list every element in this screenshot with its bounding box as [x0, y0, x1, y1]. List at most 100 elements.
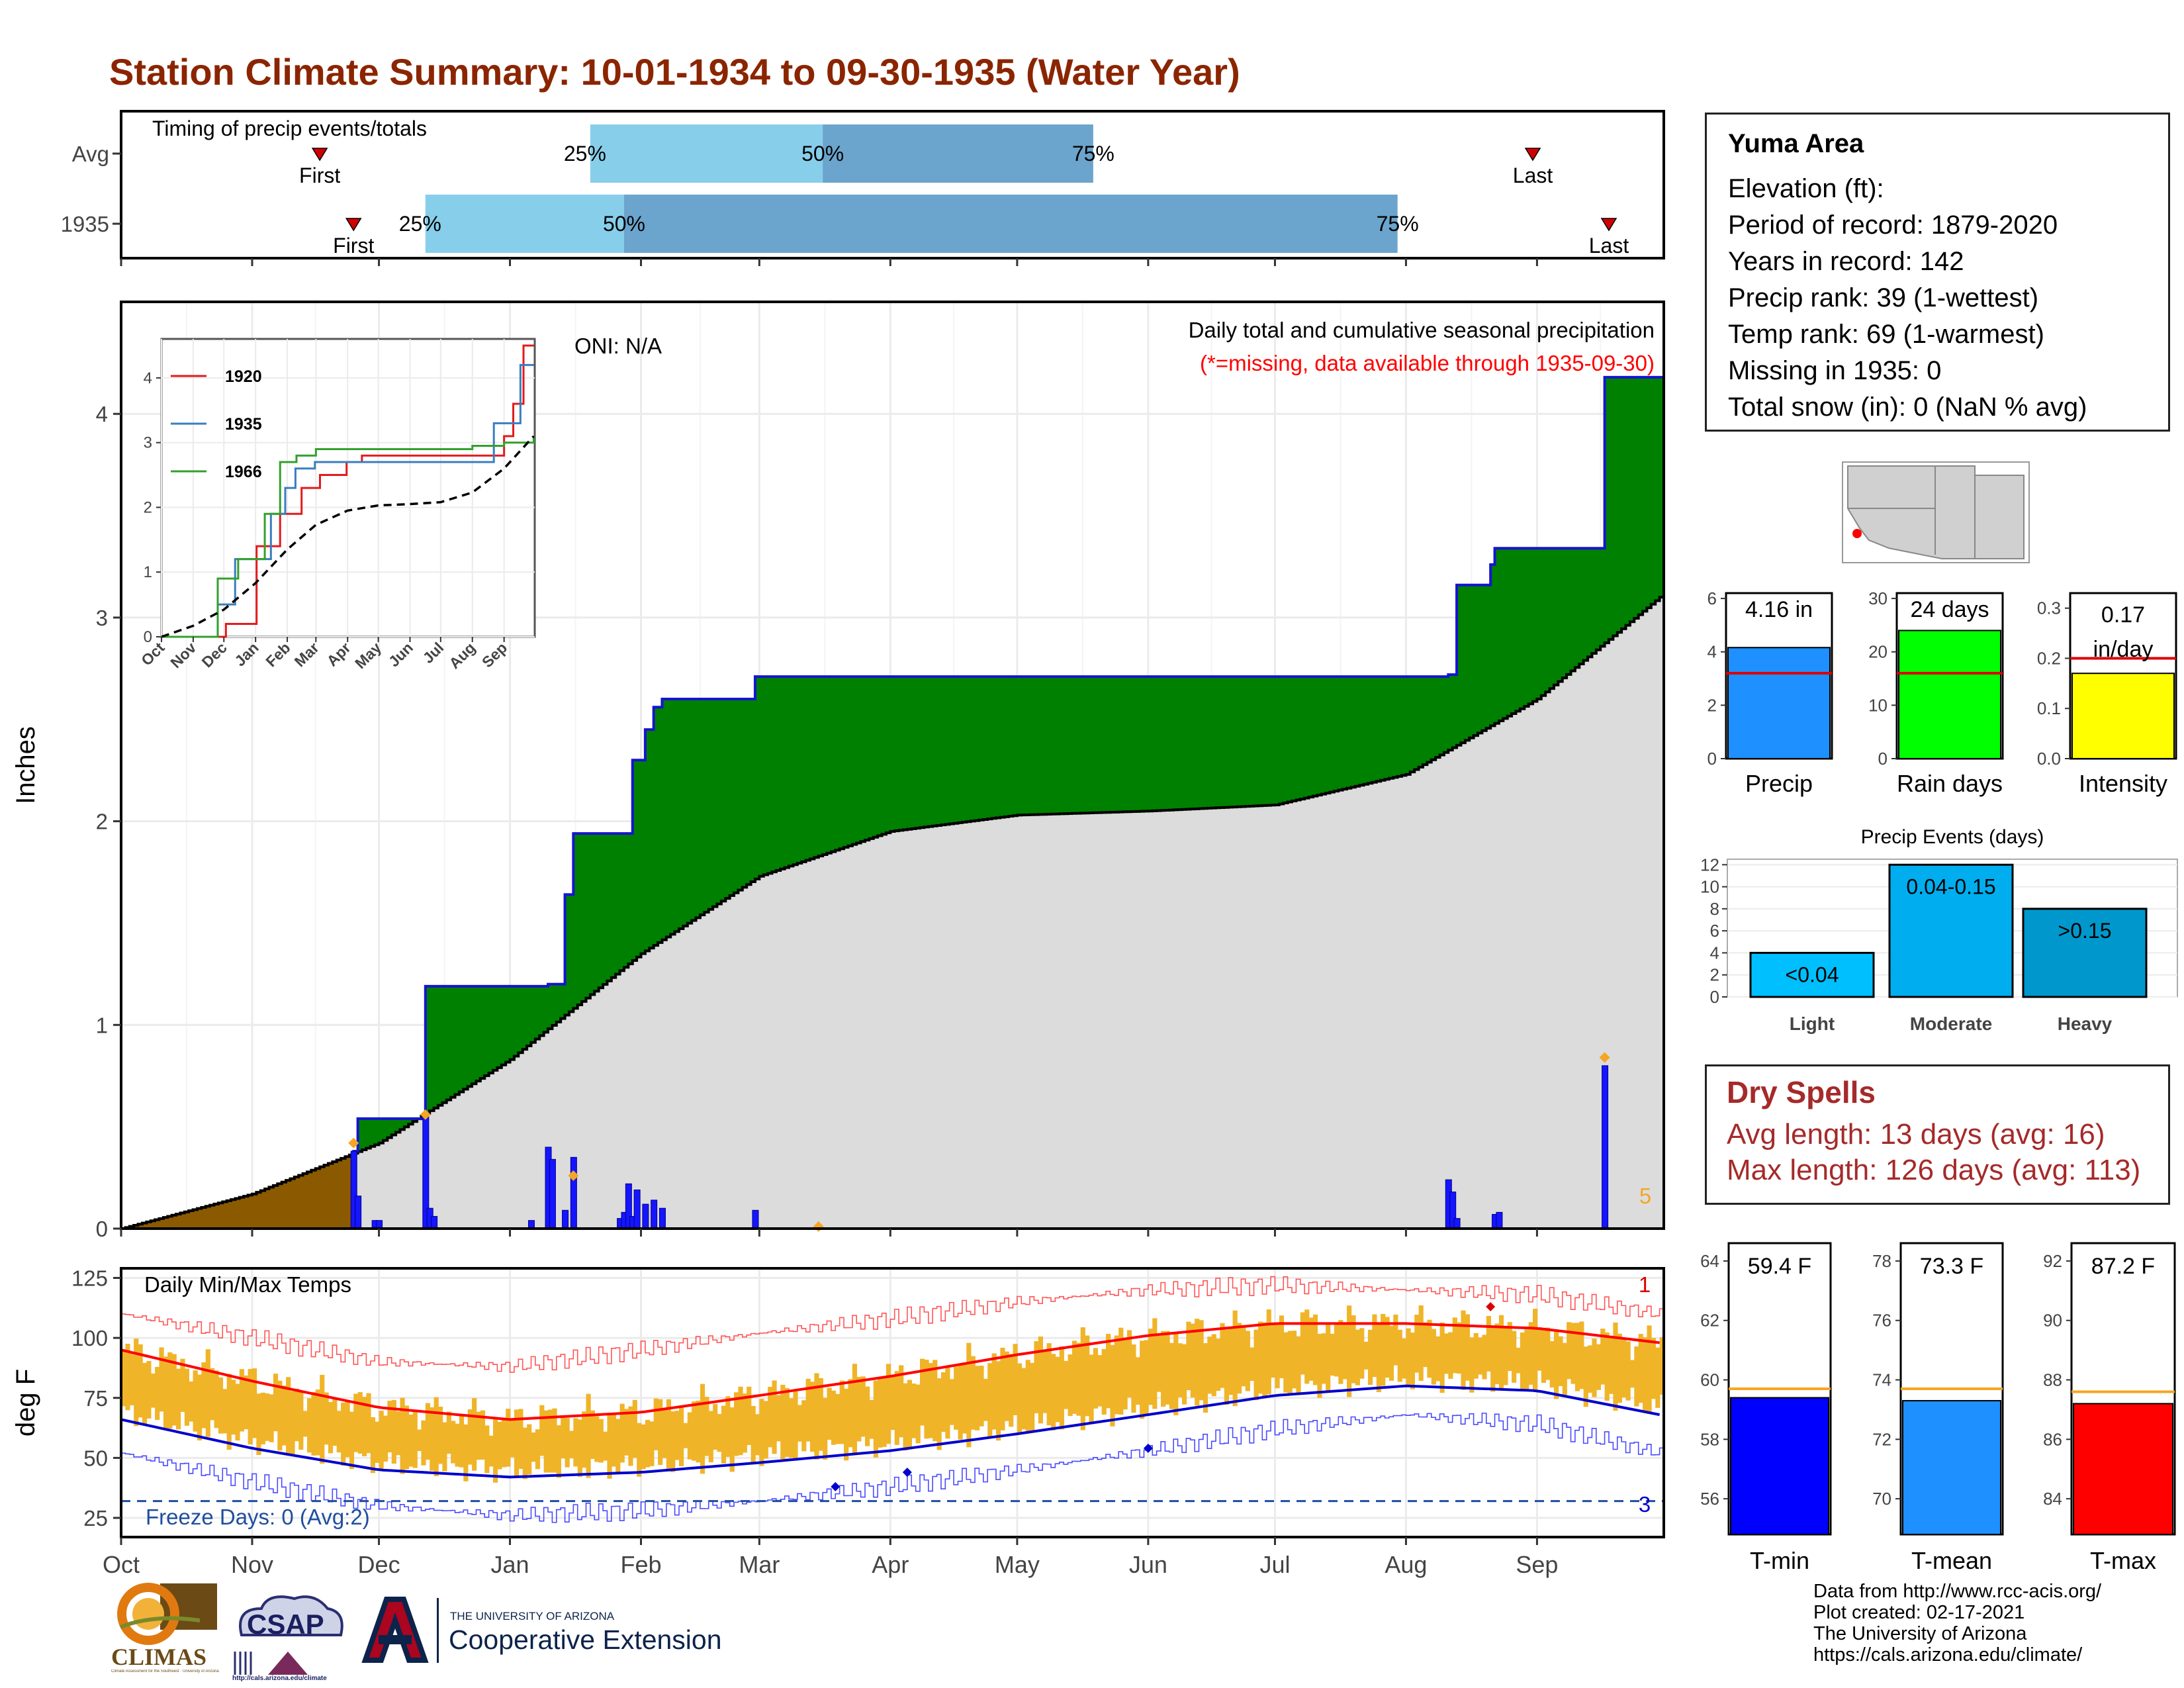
- events-category-label: Moderate: [1910, 1013, 1992, 1034]
- daily-temp-bar: [670, 1411, 676, 1472]
- daily-temp-bar: [417, 1429, 422, 1452]
- y-tick-label: 100: [71, 1326, 108, 1350]
- below-normal-fill: [226, 1200, 232, 1229]
- stat-bar-fill: [1727, 647, 1831, 759]
- below-normal-fill: [311, 1170, 316, 1229]
- daily-temp-bar: [1080, 1327, 1085, 1430]
- below-normal-fill: [260, 1190, 265, 1229]
- above-normal-fill: [1110, 677, 1115, 813]
- daily-temp-bar: [864, 1386, 870, 1446]
- above-normal-fill: [1443, 677, 1449, 753]
- above-normal-fill: [1507, 548, 1512, 716]
- daily-temp-bar: [768, 1386, 773, 1448]
- temp-stat-y-tick-label: 76: [1872, 1311, 1891, 1331]
- daily-temp-bar: [886, 1364, 891, 1444]
- x-tick-label: Jul: [1259, 1551, 1290, 1578]
- above-normal-fill: [915, 677, 921, 829]
- inset-y-tick-label: 4: [144, 369, 152, 387]
- y-tick-label: 125: [71, 1266, 108, 1291]
- daily-temp-bar: [983, 1378, 988, 1421]
- above-normal-fill: [793, 677, 798, 865]
- above-normal-fill: [696, 699, 701, 918]
- inset-y-tick-label: 1: [144, 563, 152, 581]
- temp-stat-fill: [1902, 1399, 2001, 1536]
- daily-temp-bar: [1262, 1322, 1267, 1397]
- above-normal-fill: [1376, 677, 1381, 782]
- daily-temp-bar: [522, 1427, 527, 1479]
- daily-temp-bar: [1071, 1340, 1077, 1414]
- above-normal-fill: [1583, 548, 1588, 661]
- below-normal-fill: [171, 1215, 177, 1229]
- above-normal-fill: [1071, 677, 1077, 814]
- temp-stat-y-tick-label: 58: [1700, 1429, 1719, 1449]
- events-bar: [1888, 863, 2014, 998]
- daily-temp-bar: [924, 1360, 929, 1439]
- above-normal-fill: [1342, 677, 1347, 790]
- daily-precip-bar: [1496, 1211, 1503, 1229]
- daily-temp-bar: [873, 1380, 878, 1458]
- daily-temp-bar: [1588, 1345, 1593, 1393]
- above-normal-fill: [1009, 677, 1014, 817]
- above-normal-fill: [1634, 377, 1639, 618]
- above-normal-fill: [1431, 677, 1436, 760]
- daily-temp-bar: [848, 1379, 853, 1448]
- above-normal-fill: [1406, 677, 1411, 774]
- above-normal-fill: [573, 833, 578, 1009]
- daily-temp-bar: [1224, 1329, 1230, 1405]
- daily-temp-bar: [1059, 1346, 1064, 1430]
- above-normal-fill: [920, 677, 925, 828]
- daily-temp-bar: [1435, 1336, 1441, 1382]
- daily-temp-bar: [1038, 1336, 1044, 1424]
- daily-temp-bar: [332, 1397, 338, 1446]
- above-normal-fill: [1516, 548, 1521, 712]
- above-normal-fill: [446, 986, 451, 1100]
- daily-temp-bar: [1351, 1315, 1356, 1383]
- above-normal-fill: [704, 699, 709, 912]
- daily-temp-bar: [936, 1378, 942, 1450]
- daily-temp-bar: [387, 1401, 392, 1453]
- timing-bar-25-50: [425, 195, 624, 253]
- daily-temp-bar: [531, 1432, 536, 1462]
- event-marker-icon: [348, 1137, 359, 1149]
- above-normal-fill: [531, 986, 536, 1043]
- daily-temp-bar: [167, 1352, 173, 1429]
- above-normal-fill: [379, 1118, 384, 1143]
- above-normal-fill: [1334, 677, 1339, 792]
- above-normal-fill: [514, 986, 519, 1056]
- daily-temp-bar: [1422, 1322, 1428, 1368]
- daily-temp-bar: [1135, 1357, 1140, 1405]
- daily-temp-bar: [121, 1350, 126, 1407]
- above-normal-fill: [860, 677, 866, 842]
- stat-y-tick-label: 0.2: [2037, 648, 2061, 668]
- above-normal-fill: [1326, 677, 1331, 794]
- daily-temp-bar: [1257, 1321, 1263, 1394]
- timing-row-label: 1935: [61, 212, 109, 236]
- daily-temp-bar: [780, 1384, 786, 1460]
- above-normal-fill: [539, 986, 545, 1036]
- below-normal-fill: [290, 1178, 295, 1229]
- daily-temp-bar: [1414, 1315, 1420, 1373]
- daily-temp-bar: [1085, 1335, 1090, 1417]
- above-normal-fill: [666, 699, 671, 937]
- above-normal-fill: [805, 677, 811, 861]
- above-normal-fill: [582, 833, 587, 1002]
- above-normal-fill: [1651, 377, 1656, 604]
- normal-precip-area: [121, 597, 1664, 1229]
- daily-temp-bar: [1140, 1340, 1145, 1419]
- daily-temp-bar: [277, 1380, 283, 1451]
- x-tick-label: Aug: [1385, 1551, 1427, 1578]
- daily-temp-bar: [1478, 1337, 1483, 1375]
- above-normal-fill: [1574, 548, 1580, 668]
- below-normal-fill: [138, 1224, 143, 1229]
- above-normal-fill: [754, 677, 760, 879]
- stat-y-tick-label: 30: [1868, 588, 1888, 608]
- temp-stat-y-tick-label: 92: [2043, 1251, 2062, 1271]
- daily-temp-bar: [1317, 1334, 1322, 1398]
- daily-temp-bar: [598, 1419, 604, 1463]
- daily-temp-bar: [492, 1417, 498, 1483]
- daily-temp-bar: [878, 1378, 883, 1448]
- daily-temp-bar: [463, 1424, 469, 1481]
- daily-temp-bar: [1245, 1331, 1250, 1391]
- below-normal-fill: [146, 1221, 152, 1229]
- daily-temp-bar: [1655, 1347, 1661, 1408]
